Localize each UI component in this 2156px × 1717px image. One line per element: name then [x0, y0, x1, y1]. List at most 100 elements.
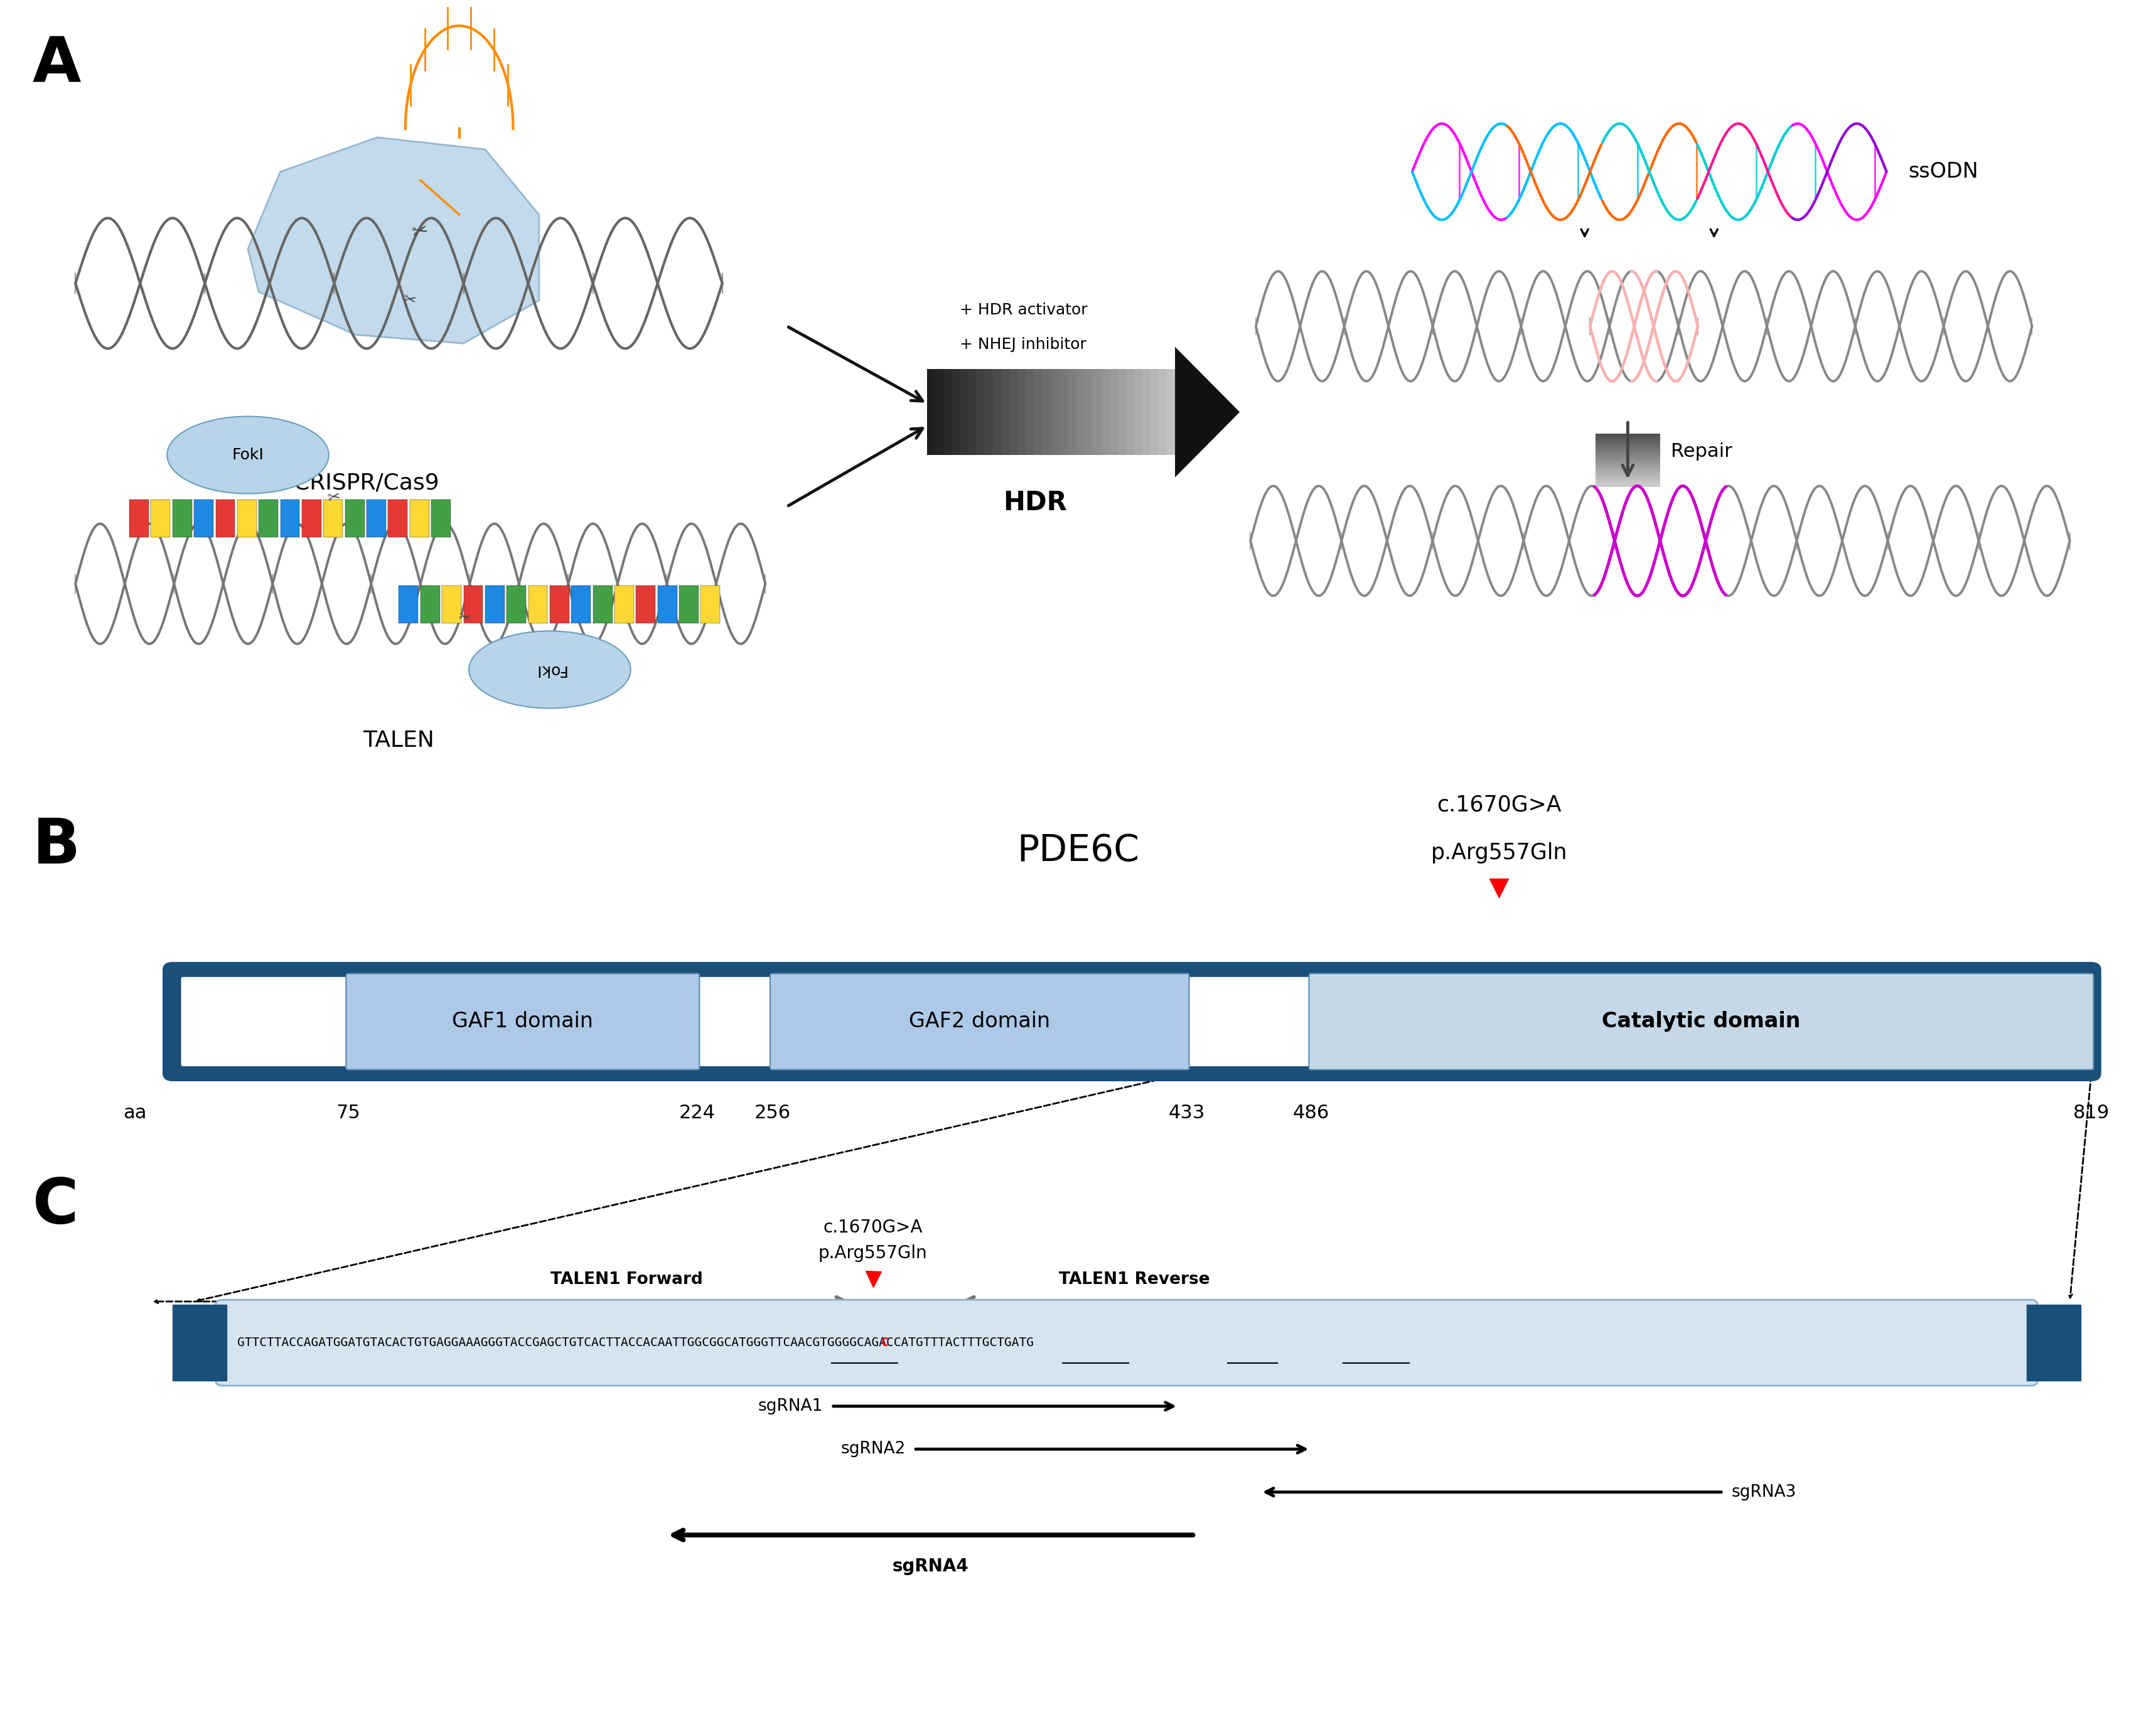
Bar	[1595, 446, 1660, 450]
Text: Repair: Repair	[1671, 443, 1731, 460]
Bar	[1595, 462, 1660, 465]
FancyBboxPatch shape	[770, 974, 1190, 1070]
Bar	[593, 585, 612, 623]
Bar	[151, 500, 170, 537]
Bar	[1108, 369, 1119, 455]
Bar	[701, 585, 720, 623]
Text: GAF1 domain: GAF1 domain	[453, 1011, 593, 1032]
Bar	[194, 500, 213, 537]
Text: sgRNA3: sgRNA3	[1731, 1483, 1796, 1501]
Bar	[679, 585, 699, 623]
Bar	[1044, 369, 1052, 455]
Text: + HDR activator: + HDR activator	[959, 302, 1087, 318]
Bar	[431, 500, 451, 537]
Text: 256: 256	[755, 1104, 791, 1123]
Bar	[485, 585, 505, 623]
Bar	[129, 500, 149, 537]
Bar	[944, 369, 953, 455]
Bar	[953, 369, 962, 455]
Bar	[994, 369, 1003, 455]
Bar	[1035, 369, 1044, 455]
Bar	[345, 500, 364, 537]
Bar	[1018, 369, 1028, 455]
Text: PDE6C: PDE6C	[1018, 833, 1138, 869]
Text: c.1670G>A: c.1670G>A	[1436, 795, 1561, 816]
Ellipse shape	[470, 630, 632, 707]
Text: + NHEJ inhibitor: + NHEJ inhibitor	[959, 337, 1087, 352]
Bar	[1595, 472, 1660, 477]
Polygon shape	[1175, 347, 1240, 477]
Bar	[399, 585, 418, 623]
Bar	[1595, 477, 1660, 481]
Bar	[1595, 450, 1660, 453]
Bar	[1151, 369, 1160, 455]
Bar	[1000, 369, 1011, 455]
Bar	[1026, 369, 1037, 455]
Bar	[1595, 445, 1660, 448]
Bar	[658, 585, 677, 623]
Bar	[936, 369, 944, 455]
Bar	[1134, 369, 1143, 455]
Text: 819: 819	[2074, 1104, 2109, 1123]
Bar	[1595, 457, 1660, 462]
Text: ✂: ✂	[401, 292, 418, 309]
Bar	[1076, 369, 1084, 455]
Text: c.1670G>A: c.1670G>A	[824, 1219, 923, 1236]
Ellipse shape	[168, 416, 330, 494]
Bar	[367, 500, 386, 537]
Bar	[1595, 470, 1660, 474]
Bar	[1595, 481, 1660, 484]
Polygon shape	[248, 137, 539, 343]
Bar	[259, 500, 278, 537]
Text: FokI: FokI	[233, 448, 263, 462]
Text: sgRNA4: sgRNA4	[893, 1557, 968, 1574]
Text: aa: aa	[123, 1104, 147, 1123]
Text: FokI: FokI	[535, 663, 565, 676]
Text: C: C	[882, 1338, 888, 1348]
Text: ✂: ✂	[457, 611, 470, 625]
Bar	[323, 500, 343, 537]
Bar	[1084, 369, 1093, 455]
Text: 224: 224	[679, 1104, 716, 1123]
Text: ✂: ✂	[326, 489, 343, 507]
Bar	[550, 585, 569, 623]
Text: 75: 75	[336, 1104, 360, 1123]
Bar	[1009, 369, 1020, 455]
Bar	[1595, 441, 1660, 446]
Bar	[571, 585, 591, 623]
Bar	[1125, 369, 1134, 455]
Bar	[410, 500, 429, 537]
Bar	[172, 1305, 226, 1380]
Text: sgRNA2: sgRNA2	[841, 1441, 906, 1458]
Text: TALEN: TALEN	[362, 730, 436, 750]
Bar	[464, 585, 483, 623]
Text: sgRNA1: sgRNA1	[759, 1398, 824, 1415]
FancyBboxPatch shape	[164, 963, 2100, 1080]
Bar	[302, 500, 321, 537]
Bar	[388, 500, 407, 537]
Bar	[237, 500, 257, 537]
Bar	[1595, 476, 1660, 479]
Text: 486: 486	[1294, 1104, 1330, 1123]
Text: ✂: ✂	[410, 221, 431, 242]
Bar	[927, 369, 936, 455]
Text: GTTCTTACCAGATGGATGTACACTGTGAGGAAAGGGTACCGAGCTGTCACTTACCACAATTGGCGGCATGGGTTCAACGT: GTTCTTACCAGATGGATGTACACTGTGAGGAAAGGGTACC…	[237, 1338, 1033, 1348]
Bar	[280, 500, 300, 537]
Bar	[1595, 465, 1660, 469]
Bar	[1093, 369, 1102, 455]
Bar	[1158, 369, 1169, 455]
Text: HDR: HDR	[1003, 489, 1067, 515]
Text: GAF2 domain: GAF2 domain	[910, 1011, 1050, 1032]
Bar	[1595, 460, 1660, 464]
Bar	[1595, 436, 1660, 440]
Bar	[1595, 452, 1660, 455]
Text: TALEN1 Forward: TALEN1 Forward	[550, 1271, 703, 1288]
Bar	[977, 369, 985, 455]
Bar	[1595, 434, 1660, 438]
Bar	[528, 585, 548, 623]
Bar	[968, 369, 979, 455]
Text: p.Arg557Gln: p.Arg557Gln	[1432, 843, 1567, 864]
Bar	[1595, 440, 1660, 443]
FancyBboxPatch shape	[216, 1300, 2037, 1386]
Text: C: C	[32, 1176, 78, 1236]
